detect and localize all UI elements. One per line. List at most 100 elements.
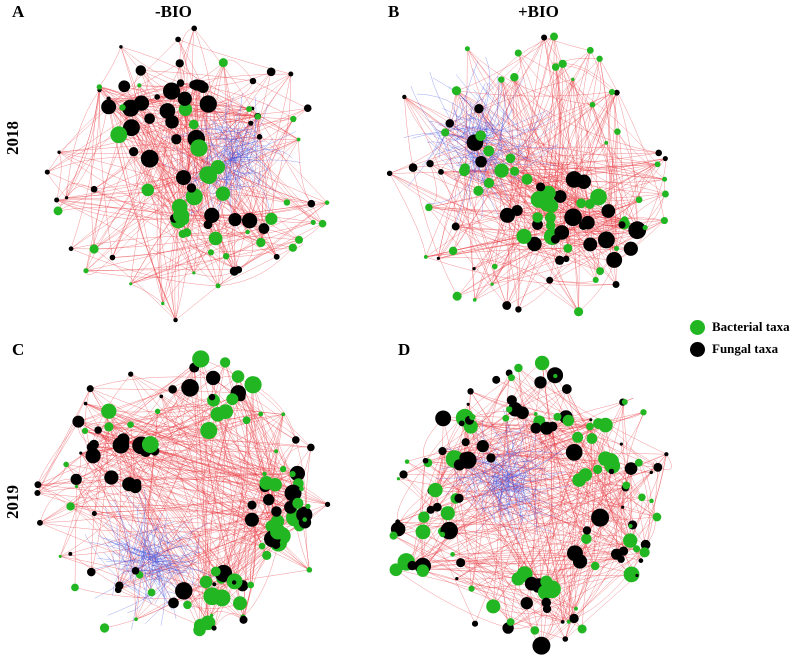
fungal-node [635,573,639,578]
negative-edge [251,172,261,186]
fungal-node [565,443,583,461]
negative-edge [223,147,229,180]
fungal-node [564,208,582,227]
positive-edge [460,467,658,563]
positive-edge [130,255,227,285]
negative-edge [147,532,201,553]
fungal-node [211,625,217,631]
positive-edge [449,79,573,124]
negative-edge [139,567,158,582]
negative-edge [223,120,259,151]
positive-edge [541,362,591,420]
fungal-node [422,457,429,464]
fungal-node [175,59,184,68]
positive-edge [47,157,150,173]
positive-edge [104,581,207,629]
positive-edge [572,79,582,218]
fungal-node [432,502,442,512]
bacterial-node [592,464,603,474]
positive-edge [442,426,590,452]
bacterial-node [586,433,598,444]
positive-edge [456,90,468,169]
fungal-node [499,207,515,223]
fungal-node [612,281,620,288]
bacterial-node [634,458,643,467]
bacterial-node [516,228,532,244]
bacterial-node [530,191,548,208]
bacterial-node [451,86,462,96]
fungal-node [492,375,501,384]
bacterial-node [246,106,253,112]
bacterial-node [475,130,487,142]
positive-edge [398,478,527,604]
negative-edge [90,542,179,572]
bacterial-node [545,220,556,231]
bacterial-node [185,188,203,206]
bacterial-node [53,206,63,216]
negative-edge [223,156,259,159]
bacterial-node [231,370,245,383]
negative-edge [437,130,568,150]
fungal-node [57,150,61,154]
fungal-node [266,67,276,77]
negative-edge [117,537,182,570]
fungal-node [515,306,522,313]
bacterial-node [203,587,222,606]
bacterial-node [652,512,662,522]
positive-edge [175,84,198,321]
fungal-node [530,422,542,434]
bacterial-node [505,153,516,164]
fungal-node [451,222,460,231]
positive-edge [592,104,640,234]
negative-edge [105,551,201,562]
positive-edge [57,207,184,220]
negative-edge [219,95,235,145]
positive-edge [514,171,665,183]
negative-edge [139,536,149,541]
positive-edge [223,62,277,257]
positive-edge [130,373,253,506]
bacterial-node [199,575,213,589]
negative-edge [164,525,169,552]
positive-edge [154,450,328,505]
negative-edge [142,547,151,560]
bacterial-node [452,291,462,301]
positive-edge [93,189,212,216]
positive-edge [172,389,213,597]
negative-edge [230,152,261,183]
legend-item-fungal: Fungal taxa [690,338,790,360]
bacterial-node [483,177,495,189]
fungal-node [104,470,119,485]
positive-edge [66,177,184,199]
positive-edge [438,257,550,281]
positive-edge [403,458,606,476]
negative-edge [84,533,152,602]
positive-edge [478,36,555,109]
fungal-node [122,119,140,137]
positive-edge [92,455,224,574]
row-label-2018: 2018 [3,121,22,155]
negative-edge [107,589,158,616]
panel-label-a: A [12,2,25,21]
negative-edge [482,86,518,131]
bacterial-node [96,84,103,90]
negative-edge [224,127,276,192]
fungal-node [476,440,489,453]
negative-edge [205,140,265,159]
negative-edge [141,521,154,561]
positive-edge [200,358,235,583]
legend-label-bacterial: Bacterial taxa [712,319,790,334]
bacterial-node [586,422,594,431]
positive-edge [404,96,553,237]
positive-edge [482,445,627,486]
bacterial-node [201,168,218,185]
negative-edge [498,467,516,506]
bacterial-node [635,196,643,204]
positive-edge [124,86,235,272]
negative-edge [502,462,530,478]
positive-edge [99,86,201,149]
negative-edge [453,125,488,132]
fungal-node [653,462,663,472]
positive-edge [145,450,291,508]
fungal-node [662,155,668,162]
